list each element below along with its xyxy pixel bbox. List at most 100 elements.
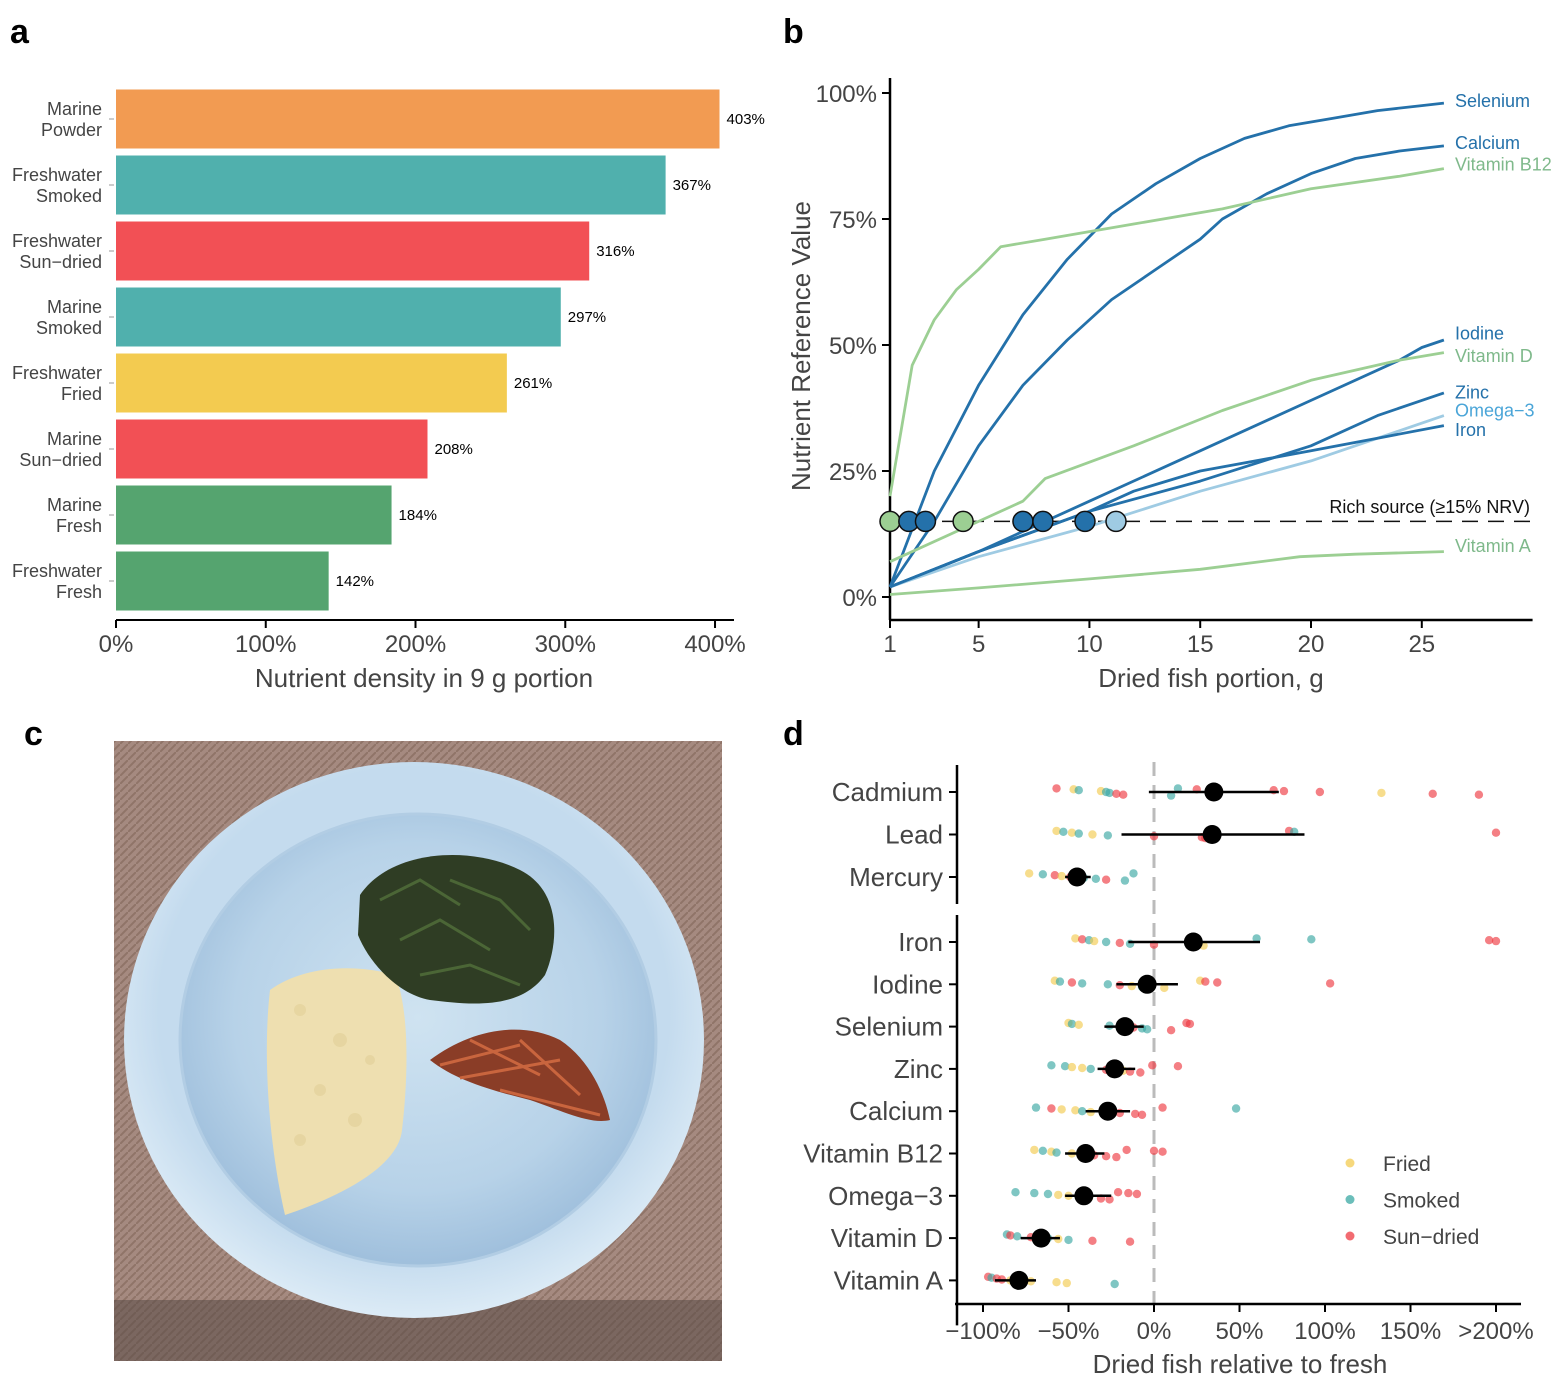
series-line-8 <box>889 550 1444 596</box>
obs-point-7-8 <box>1137 1110 1147 1120</box>
obs-point-3-12 <box>1491 936 1501 946</box>
threshold-point-4 <box>1012 510 1034 533</box>
threshold-point-7 <box>1105 510 1127 533</box>
threshold-point-3 <box>952 510 974 533</box>
obs-point-3-11 <box>1484 936 1494 945</box>
panel-d-xlabel: Dried fish relative to fresh <box>1093 1349 1388 1379</box>
y-tick-label-0: 0% <box>842 585 877 612</box>
obs-point-9-10 <box>1124 1188 1133 1198</box>
obs-point-9-11 <box>1132 1189 1142 1199</box>
y-tick-label-2: 50% <box>829 333 877 360</box>
obs-point-2-3 <box>1057 871 1066 881</box>
mean-point-7 <box>1098 1101 1118 1121</box>
obs-point-9-0 <box>1011 1188 1020 1197</box>
series-label-2: Vitamin B12 <box>1455 155 1552 175</box>
obs-point-4-11 <box>1213 978 1222 987</box>
obs-point-0-7 <box>1119 790 1128 799</box>
series-line-2 <box>888 167 1445 497</box>
legend-label-2: Sun−dried <box>1383 1226 1479 1249</box>
obs-point-8-0 <box>1030 1145 1039 1155</box>
obs-point-3-9 <box>1252 934 1261 943</box>
panel-d-legend: Fried Smoked Sun−dried <box>1345 1153 1479 1249</box>
obs-point-0-9 <box>1173 784 1183 793</box>
category-label-line1-3: Marine <box>47 297 102 317</box>
obs-point-8-11 <box>1158 1147 1167 1156</box>
obs-point-10-6 <box>1064 1235 1073 1245</box>
obs-point-5-10 <box>1185 1019 1195 1029</box>
plate-photo <box>114 741 722 1361</box>
obs-point-4-8 <box>1160 983 1169 993</box>
mean-point-0 <box>1204 782 1224 802</box>
category-label-line2-3: Smoked <box>36 318 102 338</box>
panel-letter-a: a <box>10 13 30 51</box>
row-label-2: Mercury <box>849 862 943 892</box>
panel-a-xlabel: Nutrient density in 9 g portion <box>255 663 593 693</box>
obs-point-4-1 <box>1055 977 1065 986</box>
obs-point-9-2 <box>1043 1189 1053 1199</box>
x-tick-label-5: 25 <box>1408 631 1435 658</box>
row-label-5: Selenium <box>835 1012 943 1042</box>
obs-point-5-2 <box>1074 1020 1083 1029</box>
threshold-point-5 <box>1032 510 1054 533</box>
panel-b-line-chart: 0%25%50%75%100%1 5 10 15 20 25SeleniumCalcium… <box>816 78 1552 658</box>
category-label-line1-5: Marine <box>47 429 102 449</box>
bar-0 <box>116 89 720 149</box>
panel-b-xlabel: Dried fish portion, g <box>1098 663 1323 693</box>
category-label-line2-1: Smoked <box>36 186 102 206</box>
threshold-point-6 <box>1074 510 1096 533</box>
legend-marker-1 <box>1345 1195 1355 1204</box>
mean-point-9 <box>1074 1186 1094 1206</box>
bar-value-label-5: 208% <box>434 441 472 458</box>
obs-point-2-1 <box>1038 870 1048 879</box>
obs-point-3-3 <box>1089 936 1099 946</box>
category-label-line2-4: Fried <box>61 384 102 404</box>
series-label-7: Iron <box>1455 420 1486 440</box>
mean-point-3 <box>1183 932 1203 952</box>
obs-point-7-4 <box>1077 1107 1087 1116</box>
obs-point-10-1 <box>1006 1231 1015 1240</box>
row-label-8: Vitamin B12 <box>803 1139 943 1169</box>
obs-point-8-10 <box>1149 1146 1159 1156</box>
obs-point-0-15 <box>1428 789 1437 798</box>
series-line-3 <box>889 338 1445 589</box>
obs-point-8-3 <box>1052 1148 1061 1157</box>
obs-point-6-0 <box>1047 1061 1056 1070</box>
bar-3 <box>116 287 561 347</box>
obs-point-1-11 <box>1491 828 1501 837</box>
series-label-0: Selenium <box>1455 91 1530 111</box>
obs-point-10-7 <box>1088 1236 1097 1246</box>
row-label-11: Vitamin A <box>834 1265 944 1295</box>
x-tick-label-0: 0% <box>99 631 134 658</box>
x-tick-label-4: 20 <box>1298 631 1325 658</box>
obs-point-1-2 <box>1067 828 1077 837</box>
series-line-0 <box>888 101 1445 588</box>
obs-point-7-3 <box>1071 1106 1080 1115</box>
obs-point-8-1 <box>1038 1146 1048 1156</box>
threshold-point-2 <box>914 510 937 533</box>
bar-value-label-1: 367% <box>673 177 711 194</box>
obs-point-7-2 <box>1057 1105 1066 1114</box>
obs-point-5-8 <box>1166 1026 1176 1035</box>
y-tick-label-4: 100% <box>816 81 877 108</box>
obs-point-7-10 <box>1231 1104 1241 1113</box>
obs-point-6-10 <box>1173 1062 1183 1071</box>
legend-label-0: Fried <box>1383 1153 1431 1176</box>
mean-point-1 <box>1202 825 1222 844</box>
category-label-line2-0: Powder <box>41 120 102 140</box>
x-tick-label-1: −50% <box>1037 1318 1099 1345</box>
category-label-line2-2: Sun−dried <box>19 252 102 272</box>
obs-point-3-4 <box>1101 937 1111 947</box>
category-label-line1-4: Freshwater <box>12 363 102 383</box>
obs-point-4-10 <box>1201 977 1210 986</box>
x-tick-label-6: >200% <box>1458 1318 1533 1345</box>
series-line-1 <box>888 144 1445 588</box>
x-tick-label-2: 10 <box>1076 631 1103 658</box>
legend-marker-0 <box>1345 1158 1355 1168</box>
mean-point-5 <box>1115 1017 1135 1037</box>
panel-letter-d: d <box>783 715 804 753</box>
obs-point-0-13 <box>1315 787 1325 797</box>
obs-point-9-8 <box>1105 1195 1114 1204</box>
obs-point-0-16 <box>1474 790 1484 799</box>
obs-point-5-7 <box>1142 1025 1152 1034</box>
obs-point-2-0 <box>1024 869 1034 878</box>
